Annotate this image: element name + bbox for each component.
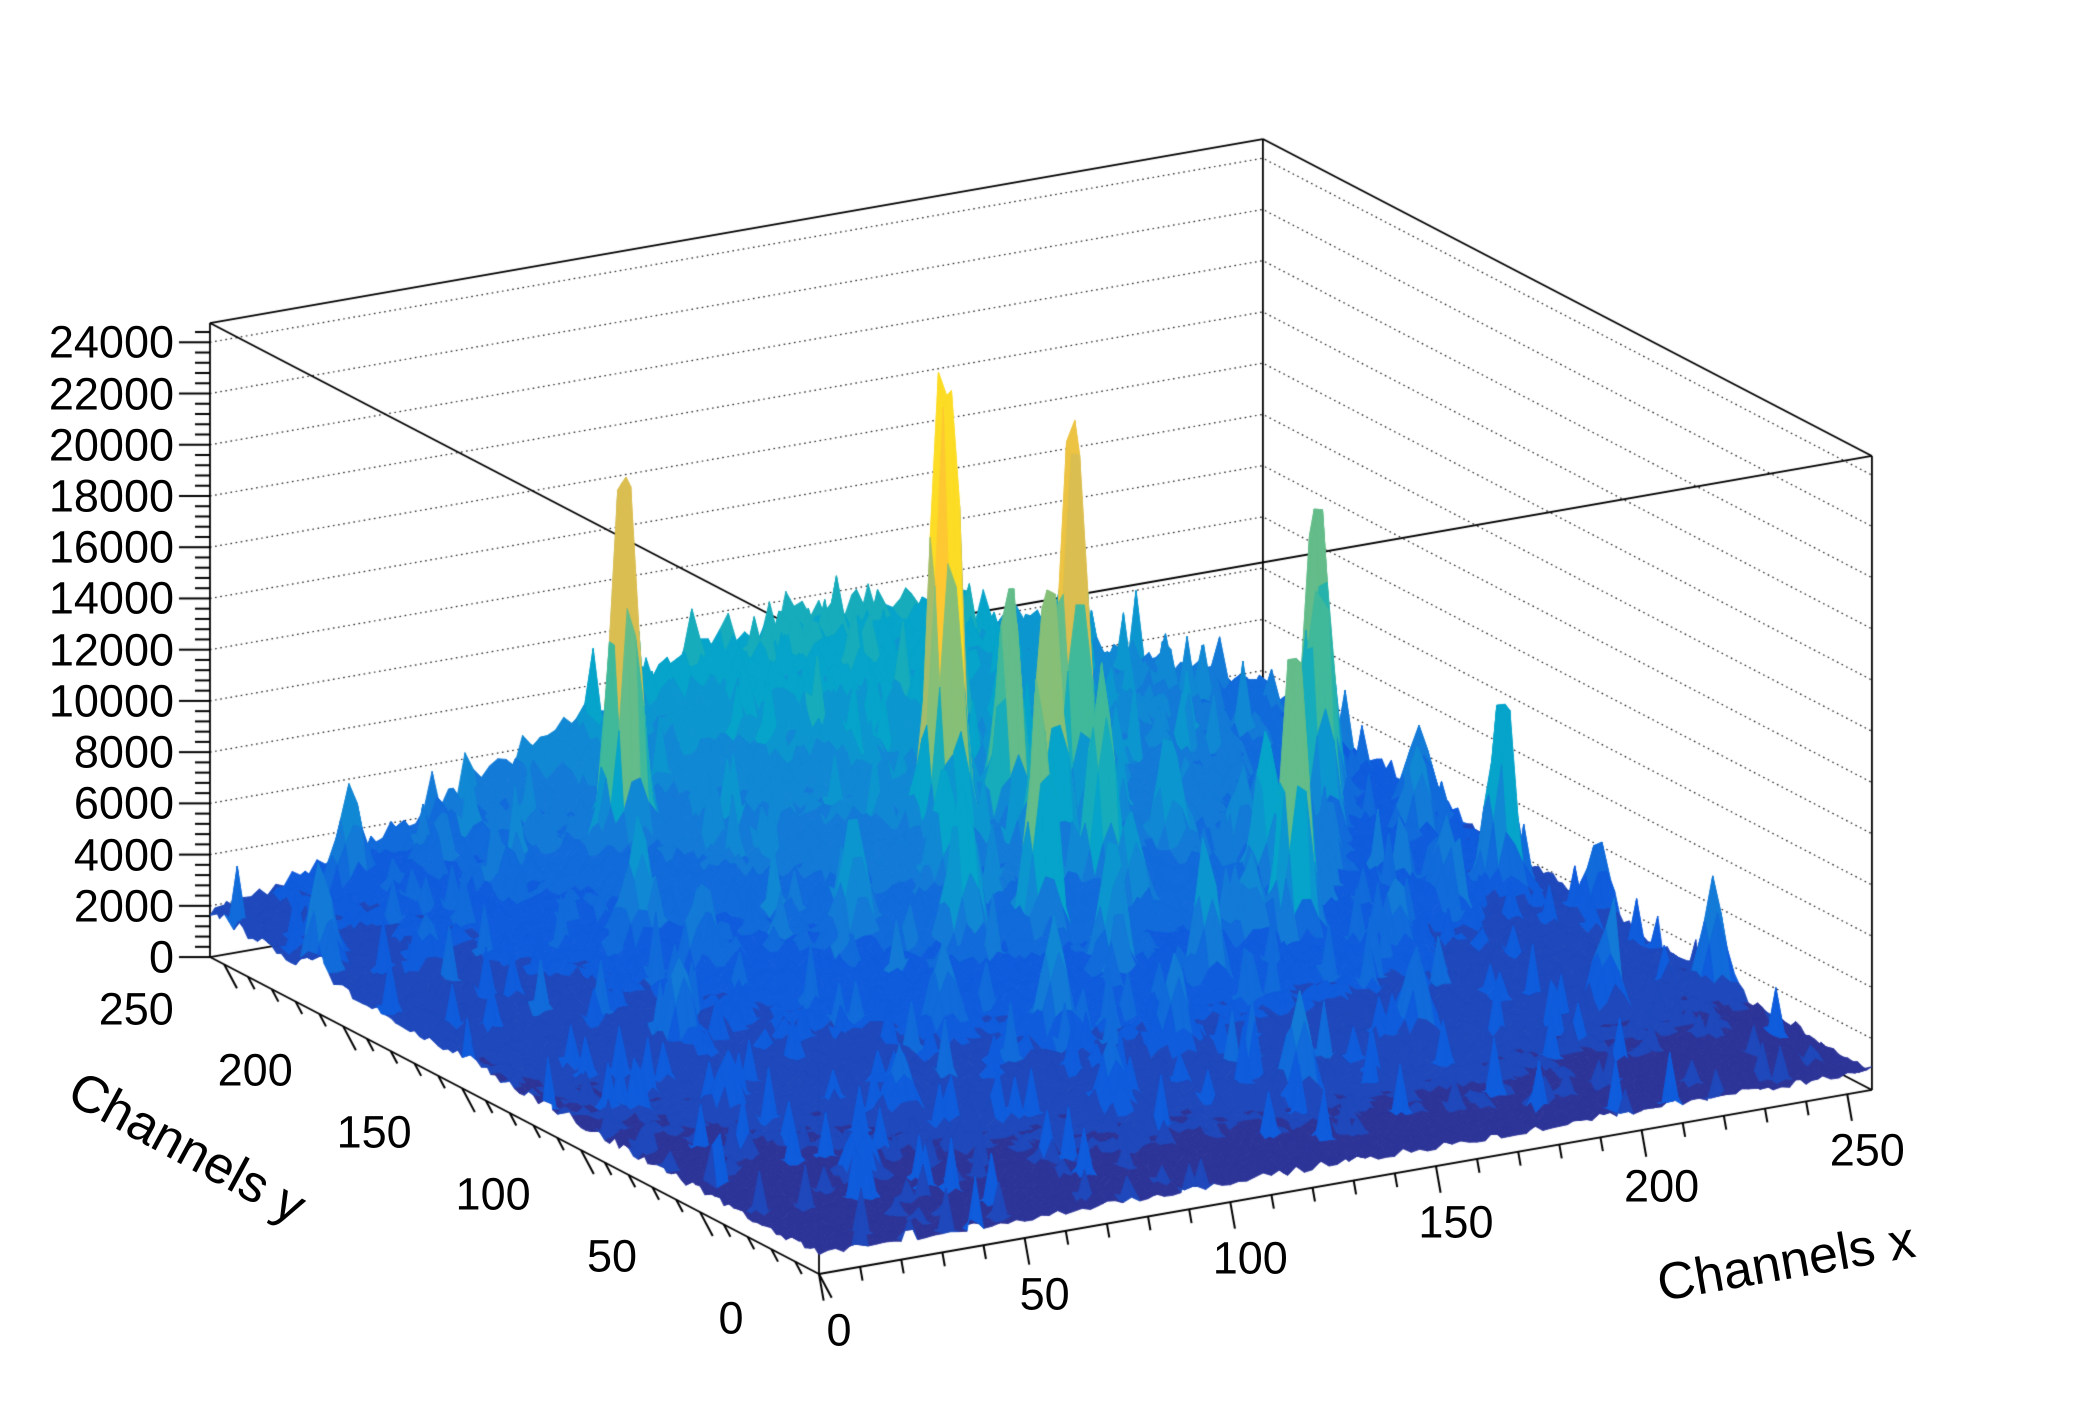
x-axis-tick-label: 50 — [1019, 1268, 1070, 1320]
z-axis-tick-label: 10000 — [48, 675, 174, 727]
y-axis-tick-label: 250 — [98, 983, 174, 1034]
y-axis-tick-label: 150 — [336, 1106, 412, 1158]
z-axis-tick-label: 6000 — [73, 777, 174, 829]
x-axis-tick-label: 150 — [1418, 1196, 1494, 1248]
z-axis-tick-label: 24000 — [48, 316, 174, 368]
z-axis-tick-label: 4000 — [73, 829, 174, 881]
z-axis-tick-label: 2000 — [73, 880, 174, 932]
z-axis-tick-label: 22000 — [48, 368, 174, 420]
x-axis-tick-label: 0 — [826, 1304, 852, 1356]
x-axis-tick-label: 250 — [1829, 1124, 1905, 1176]
x-axis-tick-label: 200 — [1624, 1160, 1700, 1212]
y-axis-tick-label: 50 — [587, 1230, 638, 1282]
z-axis-tick-label: 18000 — [48, 470, 174, 522]
z-axis-tick-label: 14000 — [48, 572, 174, 624]
x-axis-tick-label: 100 — [1212, 1232, 1288, 1284]
z-axis-tick-label: 8000 — [73, 726, 174, 778]
z-axis-tick-label: 0 — [148, 931, 174, 983]
y-axis-tick-label: 200 — [217, 1044, 293, 1096]
y-axis-tick-label: 100 — [455, 1168, 531, 1220]
y-axis-tick-label: 0 — [718, 1292, 744, 1344]
z-axis-tick-label: 20000 — [48, 419, 174, 471]
z-axis-tick-label: 16000 — [48, 521, 174, 573]
z-axis-tick-label: 12000 — [48, 624, 174, 676]
